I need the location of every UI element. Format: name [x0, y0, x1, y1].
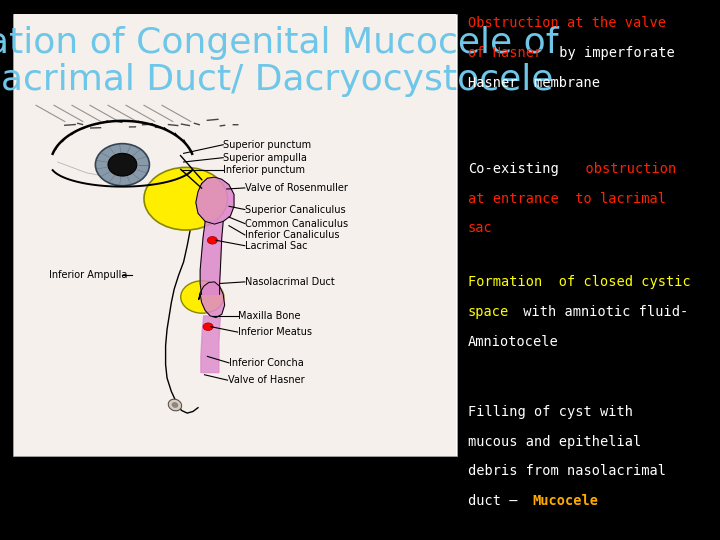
Text: Mucocele: Mucocele	[533, 494, 599, 508]
Text: Common Canaliculus: Common Canaliculus	[245, 219, 348, 228]
Circle shape	[144, 167, 228, 230]
Text: Filling of cyst with: Filling of cyst with	[468, 405, 633, 419]
Circle shape	[181, 281, 224, 313]
Text: debris from nasolacrimal: debris from nasolacrimal	[468, 464, 666, 478]
Text: obstruction: obstruction	[569, 162, 676, 176]
Text: Inferior Canaliculus: Inferior Canaliculus	[245, 230, 339, 240]
Text: Nasolacrimal Duct/ Dacryocystocele: Nasolacrimal Duct/ Dacryocystocele	[0, 63, 553, 97]
Text: Inferior Concha: Inferior Concha	[229, 358, 304, 368]
Text: Formation  of closed cystic: Formation of closed cystic	[468, 275, 690, 289]
Text: mucous and epithelial: mucous and epithelial	[468, 435, 642, 449]
Text: Inferior Meatus: Inferior Meatus	[238, 327, 312, 337]
Text: Inferior Ampulla: Inferior Ampulla	[49, 271, 127, 280]
Ellipse shape	[171, 402, 179, 408]
Circle shape	[203, 323, 213, 330]
Text: Co-existing: Co-existing	[468, 162, 559, 176]
Circle shape	[207, 237, 217, 244]
Text: Superior ampulla: Superior ampulla	[223, 153, 307, 163]
Text: Lacrimal Sac: Lacrimal Sac	[245, 241, 307, 251]
Text: Superior punctum: Superior punctum	[223, 140, 311, 150]
Text: Nasolacrimal Duct: Nasolacrimal Duct	[245, 277, 335, 287]
Text: Hasner  membrane: Hasner membrane	[468, 76, 600, 90]
Ellipse shape	[95, 144, 150, 186]
Text: Inferior punctum: Inferior punctum	[223, 165, 305, 175]
Ellipse shape	[108, 153, 137, 176]
Ellipse shape	[168, 399, 181, 411]
Text: Superior Canaliculus: Superior Canaliculus	[245, 205, 346, 214]
FancyBboxPatch shape	[13, 14, 457, 456]
FancyBboxPatch shape	[14, 14, 456, 456]
Text: space: space	[468, 305, 509, 319]
Polygon shape	[199, 282, 225, 318]
Polygon shape	[196, 177, 234, 224]
Text: sac: sac	[468, 221, 492, 235]
Text: Formation of Congenital Mucocele of: Formation of Congenital Mucocele of	[0, 26, 558, 60]
Text: Valve of Rosenmuller: Valve of Rosenmuller	[245, 183, 348, 193]
Text: of Hasner: of Hasner	[468, 46, 542, 60]
Text: at entrance  to lacrimal: at entrance to lacrimal	[468, 192, 666, 206]
Polygon shape	[200, 221, 223, 294]
Text: with amniotic fluid-: with amniotic fluid-	[515, 305, 688, 319]
Polygon shape	[201, 316, 220, 373]
Text: duct –: duct –	[468, 494, 526, 508]
Text: Valve of Hasner: Valve of Hasner	[228, 375, 304, 385]
Text: by imperforate: by imperforate	[551, 46, 675, 60]
Text: Amniotocele: Amniotocele	[468, 335, 559, 349]
Text: Obstruction at the valve: Obstruction at the valve	[468, 16, 666, 30]
Text: Maxilla Bone: Maxilla Bone	[238, 311, 300, 321]
